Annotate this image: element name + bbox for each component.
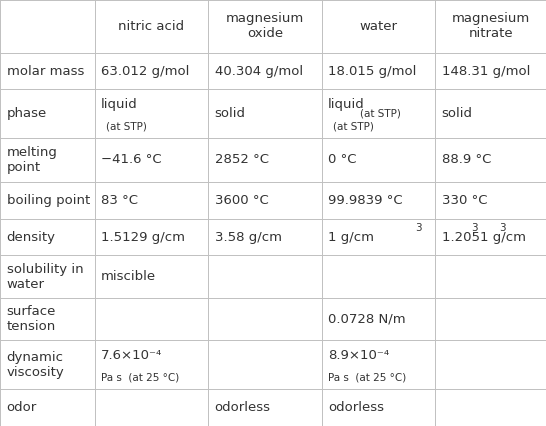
Text: 3: 3: [415, 223, 422, 233]
Text: 83 °C: 83 °C: [101, 194, 138, 207]
Text: (at STP): (at STP): [360, 109, 401, 118]
Text: 63.012 g/mol: 63.012 g/mol: [101, 64, 189, 78]
Text: solid: solid: [215, 107, 246, 120]
Text: 0.0728 N/m: 0.0728 N/m: [328, 313, 406, 325]
Text: 3: 3: [471, 223, 478, 233]
Text: 8.9×10⁻⁴: 8.9×10⁻⁴: [328, 349, 389, 363]
Text: Pa s  (at 25 °C): Pa s (at 25 °C): [328, 372, 406, 382]
Text: 18.015 g/mol: 18.015 g/mol: [328, 64, 417, 78]
Text: 3.58 g/cm: 3.58 g/cm: [215, 230, 282, 244]
Text: 330 °C: 330 °C: [442, 194, 487, 207]
Text: 40.304 g/mol: 40.304 g/mol: [215, 64, 303, 78]
Text: (at STP): (at STP): [333, 122, 373, 132]
Text: 1 g/cm: 1 g/cm: [328, 230, 374, 244]
Text: density: density: [7, 230, 56, 244]
Text: molar mass: molar mass: [7, 64, 84, 78]
Text: phase: phase: [7, 107, 47, 120]
Text: 3600 °C: 3600 °C: [215, 194, 269, 207]
Text: magnesium
oxide: magnesium oxide: [225, 12, 304, 40]
Text: water: water: [359, 20, 397, 33]
Text: boiling point: boiling point: [7, 194, 90, 207]
Text: 1.5129 g/cm: 1.5129 g/cm: [101, 230, 185, 244]
Text: solubility in
water: solubility in water: [7, 263, 83, 291]
Text: dynamic
viscosity: dynamic viscosity: [7, 351, 64, 379]
Text: 99.9839 °C: 99.9839 °C: [328, 194, 403, 207]
Text: 88.9 °C: 88.9 °C: [442, 153, 491, 167]
Text: 148.31 g/mol: 148.31 g/mol: [442, 64, 530, 78]
Text: 2852 °C: 2852 °C: [215, 153, 269, 167]
Text: 1.2051 g/cm: 1.2051 g/cm: [442, 230, 526, 244]
Text: miscible: miscible: [101, 270, 156, 283]
Text: nitric acid: nitric acid: [118, 20, 185, 33]
Text: −41.6 °C: −41.6 °C: [101, 153, 162, 167]
Text: odorless: odorless: [328, 401, 384, 414]
Text: 0 °C: 0 °C: [328, 153, 357, 167]
Text: odorless: odorless: [215, 401, 271, 414]
Text: Pa s  (at 25 °C): Pa s (at 25 °C): [101, 372, 180, 382]
Text: surface
tension: surface tension: [7, 305, 56, 333]
Text: (at STP): (at STP): [105, 122, 146, 132]
Text: magnesium
nitrate: magnesium nitrate: [452, 12, 530, 40]
Text: odor: odor: [7, 401, 37, 414]
Text: liquid: liquid: [101, 98, 138, 111]
Text: liquid: liquid: [328, 98, 365, 111]
Text: solid: solid: [442, 107, 473, 120]
Text: melting
point: melting point: [7, 146, 57, 174]
Text: 7.6×10⁻⁴: 7.6×10⁻⁴: [101, 349, 162, 363]
Text: 3: 3: [500, 223, 506, 233]
